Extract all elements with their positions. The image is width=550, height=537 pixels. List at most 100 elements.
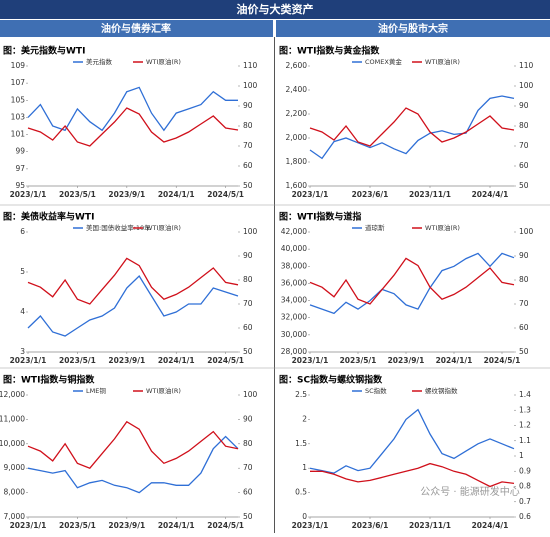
y-tick-label: 103 — [11, 112, 26, 121]
y2-tick-label: 0.7 — [519, 497, 531, 506]
y2-tick-label: 80 — [519, 275, 529, 284]
x-tick-label: 2024/5/1 — [207, 356, 244, 365]
y2-tick-label: 90 — [243, 251, 253, 260]
y2-tick-label: 80 — [243, 439, 253, 448]
y-tick-label: 2,600 — [286, 61, 308, 70]
legend-label: WTI原油(R) — [146, 386, 181, 395]
x-tick-label: 2024/1/1 — [158, 356, 195, 365]
y-tick-label: 107 — [11, 78, 26, 87]
series-line — [27, 420, 239, 469]
y2-tick-label: 90 — [243, 101, 253, 110]
y-tick-label: 97 — [15, 164, 25, 173]
y-tick-label: 99 — [15, 147, 25, 156]
y-tick-label: 2.5 — [295, 390, 307, 399]
chart-title: 图：WTI指数与道指 — [279, 211, 361, 223]
x-tick-label: 2023/1/1 — [292, 190, 329, 199]
x-tick-label: 2023/6/1 — [352, 190, 389, 199]
x-tick-label: 2024/1/1 — [158, 190, 195, 199]
x-tick-label: 2024/5/1 — [484, 356, 521, 365]
y-tick-label: 95 — [15, 181, 25, 190]
y2-tick-label: 50 — [243, 347, 253, 356]
y2-tick-label: 100 — [243, 390, 258, 399]
y-tick-label: 105 — [11, 95, 26, 104]
section-title: 油价与债券汇率 — [101, 22, 171, 35]
y2-tick-label: 90 — [243, 414, 253, 423]
y2-tick-label: 60 — [519, 161, 529, 170]
y2-tick-label: 80 — [243, 121, 253, 130]
y2-tick-label: 50 — [243, 512, 253, 521]
y-tick-label: 11,000 — [0, 414, 25, 423]
y-tick-label: 2,200 — [286, 109, 308, 118]
y-tick-label: 32,000 — [281, 313, 307, 322]
x-tick-label: 2024/4/1 — [472, 521, 509, 530]
y-tick-label: 40,000 — [281, 244, 307, 253]
legend-label: 道琼斯 — [365, 223, 385, 232]
x-tick-label: 2023/5/1 — [59, 521, 96, 530]
legend-label: LME铜 — [86, 386, 106, 395]
legend-label: WTI原油(R) — [146, 57, 181, 66]
x-tick-label: 2023/1/1 — [10, 190, 47, 199]
section-bar — [0, 20, 273, 37]
y-tick-label: 30,000 — [281, 330, 307, 339]
legend-label: WTI原油(R) — [425, 57, 460, 66]
x-tick-label: 2023/9/1 — [108, 356, 145, 365]
series-line — [27, 86, 238, 132]
y2-tick-label: 70 — [519, 299, 529, 308]
y2-tick-label: 0.9 — [519, 466, 531, 475]
y-tick-label: 101 — [11, 130, 26, 139]
y2-tick-label: 100 — [243, 227, 258, 236]
legend-label: WTI原油(R) — [425, 223, 460, 232]
y2-tick-label: 100 — [519, 227, 534, 236]
y2-tick-label: 90 — [519, 101, 529, 110]
x-tick-label: 2024/1/1 — [436, 356, 473, 365]
x-tick-label: 2023/6/1 — [352, 521, 389, 530]
y2-tick-label: 1 — [519, 451, 524, 460]
series-line — [27, 257, 239, 305]
y2-tick-label: 70 — [243, 299, 253, 308]
y2-tick-label: 50 — [519, 347, 529, 356]
legend-label: SC指数 — [365, 386, 387, 395]
y2-tick-label: 70 — [243, 463, 253, 472]
y-tick-label: 1 — [302, 463, 307, 472]
series-line — [309, 257, 515, 305]
y2-tick-label: 60 — [243, 488, 253, 497]
legend-label: WTI原油(R) — [146, 223, 181, 232]
section-bar — [276, 20, 550, 37]
series-line — [310, 462, 515, 488]
y2-tick-label: 0.6 — [519, 512, 531, 521]
y2-tick-label: 0.8 — [519, 482, 531, 491]
x-tick-label: 2023/9/1 — [108, 190, 145, 199]
x-tick-label: 2023/11/1 — [409, 190, 451, 199]
x-tick-label: 2023/5/1 — [59, 190, 96, 199]
y2-tick-label: 50 — [243, 181, 253, 190]
x-tick-label: 2024/1/1 — [158, 521, 195, 530]
y2-tick-label: 1.1 — [519, 436, 531, 445]
y-tick-label: 1,800 — [286, 157, 308, 166]
x-tick-label: 2023/5/1 — [59, 356, 96, 365]
y2-tick-label: 70 — [243, 141, 253, 150]
series-line — [27, 435, 239, 494]
y2-tick-label: 100 — [243, 81, 258, 90]
y-tick-label: 1.5 — [295, 439, 307, 448]
y-tick-label: 2,400 — [286, 85, 308, 94]
watermark: 公众号 · 能源研发中心 — [420, 485, 520, 498]
header-title: 油价与大类资产 — [237, 2, 314, 16]
series-line — [309, 252, 515, 315]
y-tick-label: 10,000 — [0, 439, 25, 448]
legend-label: 美元指数 — [86, 57, 113, 66]
y-tick-label: 2,000 — [286, 133, 308, 142]
chart-title: 图：美债收益率与WTI — [3, 211, 94, 223]
legend-label: COMEX黄金 — [365, 57, 402, 66]
y-tick-label: 1,600 — [286, 181, 308, 190]
x-tick-label: 2023/9/1 — [108, 521, 145, 530]
legend-label: 美国:国债收益率:10年 — [86, 223, 151, 232]
y2-tick-label: 90 — [519, 251, 529, 260]
x-tick-label: 2023/1/1 — [292, 521, 329, 530]
series-line — [309, 107, 515, 147]
series-line — [27, 274, 239, 337]
chart-title: 图：WTI指数与黄金指数 — [279, 45, 380, 57]
y-tick-label: 9,000 — [4, 463, 26, 472]
y-tick-label: 0.5 — [295, 488, 307, 497]
y-tick-label: 4 — [20, 307, 25, 316]
